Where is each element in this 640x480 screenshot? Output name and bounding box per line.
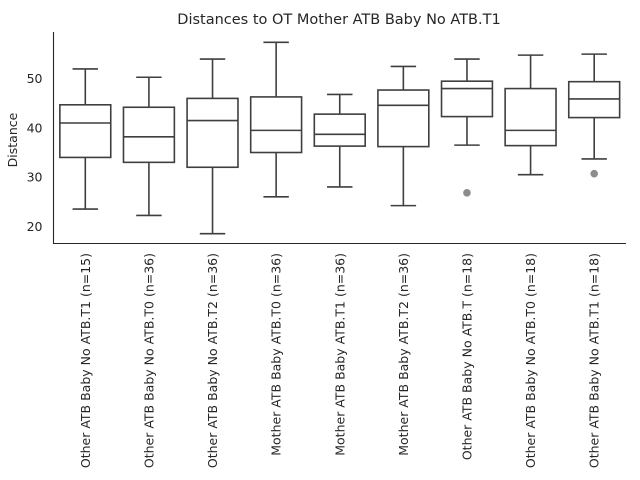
x-tick-label: Other ATB Baby No ATB.T0 (n=36) <box>141 253 156 468</box>
x-tick-labels: Other ATB Baby No ATB.T1 (n=15) Other ATB… <box>78 253 602 468</box>
x-tick-label: Mother ATB Baby ATB.T1 (n=36) <box>332 253 347 456</box>
box-group <box>59 68 112 210</box>
x-tick-label: Mother ATB Baby ATB.T0 (n=36) <box>269 253 284 456</box>
x-tick-label: Mother ATB Baby ATB.T2 (n=36) <box>396 253 411 456</box>
y-tick-label: 20 <box>27 219 43 234</box>
y-tick-label: 30 <box>27 170 43 185</box>
box-iqr <box>186 97 239 169</box>
box-iqr <box>313 113 366 147</box>
x-tick-label: Other ATB Baby No ATB.T1 (n=18) <box>587 253 602 468</box>
y-ticks: 20 30 40 50 <box>27 71 43 234</box>
outlier-point <box>463 189 471 197</box>
box-iqr <box>59 103 112 159</box>
box-group <box>377 65 430 207</box>
box-group <box>249 41 303 198</box>
x-tick-label: Other ATB Baby No ATB.T0 (n=18) <box>523 253 538 468</box>
box-group <box>122 76 176 217</box>
outlier-point <box>590 169 598 178</box>
boxes <box>59 41 621 235</box>
box-group <box>186 58 239 235</box>
box-group <box>440 58 494 197</box>
x-tick-label: Other ATB Baby No ATB.T1 (n=15) <box>78 253 93 468</box>
box-iqr <box>249 96 303 154</box>
x-tick-label: Other ATB Baby No ATB.T (n=18) <box>459 253 474 460</box>
box-iqr <box>504 87 557 147</box>
box-group <box>504 54 557 176</box>
box-iqr <box>377 89 430 148</box>
box-group <box>313 93 366 188</box>
box-iqr <box>122 106 176 164</box>
box-iqr <box>440 80 494 118</box>
chart-title: Distances to OT Mother ATB Baby No ATB.T… <box>177 12 500 28</box>
y-tick-label: 40 <box>27 120 43 135</box>
y-tick-label: 50 <box>27 71 43 86</box>
x-tick-label: Other ATB Baby No ATB.T2 (n=36) <box>205 253 220 468</box>
box-group <box>567 53 621 178</box>
y-axis-label: Distance <box>5 112 20 167</box>
